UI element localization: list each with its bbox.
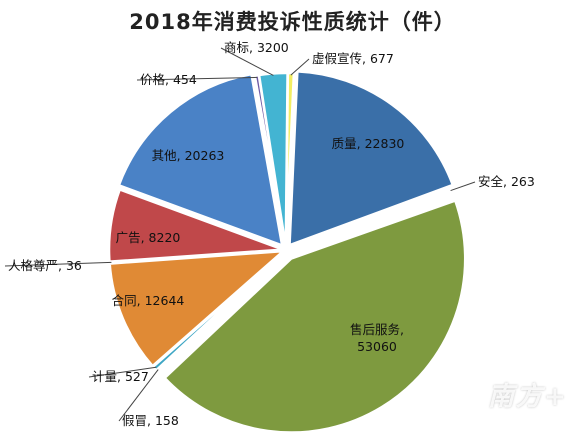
data-label-11: 商标, 3200 (224, 40, 289, 55)
pie-slice-8 (107, 187, 284, 264)
watermark-logo: 南方+ (488, 382, 568, 412)
pie-slice-1 (288, 70, 455, 247)
leader-line-7 (4, 261, 112, 267)
data-label-8: 广告, 8220 (116, 230, 181, 245)
data-label-4: 假冒, 158 (122, 413, 179, 428)
leader-line-12 (290, 58, 310, 76)
leader-line-11 (220, 47, 274, 76)
leader-line-4 (118, 369, 159, 422)
data-label-12: 虚假宣传, 677 (312, 51, 394, 66)
leader-line-5 (88, 366, 157, 378)
pie-slice-3 (162, 198, 467, 434)
data-label-1: 质量, 22830 (332, 136, 405, 151)
pie-slice-6 (108, 249, 287, 368)
chart-title: 2018年消费投诉性质统计（件） (129, 10, 456, 34)
data-label-3: 售后服务, 53060 (350, 322, 404, 354)
leader-line-2 (450, 181, 476, 192)
data-label-2: 安全, 263 (478, 174, 535, 189)
data-label-6: 合同, 12644 (112, 293, 185, 308)
leader-line-10 (136, 76, 258, 81)
data-label-10: 价格, 454 (140, 72, 197, 87)
data-label-7: 人格尊严, 36 (8, 258, 82, 273)
data-label-5: 计量, 527 (92, 369, 149, 384)
pie-slice-12 (284, 71, 296, 248)
data-label-9: 其他, 20263 (152, 148, 225, 163)
